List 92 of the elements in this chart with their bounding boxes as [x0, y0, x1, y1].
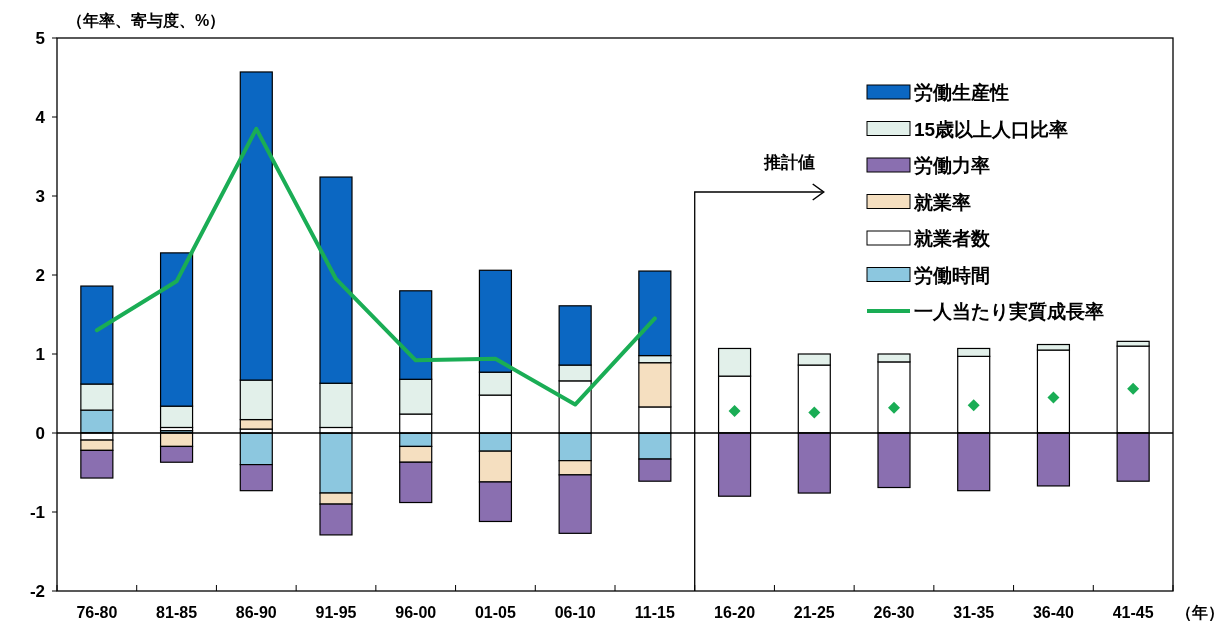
bar — [877, 432, 911, 489]
bar — [957, 355, 991, 434]
x-tick-label: 91-95 — [315, 604, 357, 621]
bar — [319, 492, 353, 505]
bar — [478, 269, 513, 373]
bar — [478, 481, 513, 523]
y-tick-label: -1 — [29, 503, 45, 522]
x-tick-label: 21-25 — [793, 604, 835, 621]
bar — [558, 474, 592, 534]
bar — [1036, 349, 1071, 434]
bar — [638, 270, 672, 357]
bar — [558, 460, 592, 476]
bar — [797, 432, 831, 494]
bar — [1116, 345, 1150, 434]
bar — [319, 503, 353, 536]
bar — [478, 450, 513, 483]
x-tick-label: 76-80 — [76, 604, 118, 621]
x-tick-label: 26-30 — [873, 604, 915, 621]
bar — [558, 364, 592, 382]
x-tick-label: 31-35 — [953, 604, 995, 621]
bar — [319, 176, 353, 384]
bar — [558, 305, 592, 366]
x-tick-label: 81-85 — [156, 604, 198, 621]
bar — [80, 383, 114, 411]
bar — [717, 375, 752, 434]
bar — [717, 347, 752, 377]
bar — [399, 445, 433, 463]
x-tick-label: 96-00 — [395, 604, 437, 621]
y-tick-label: 3 — [35, 187, 45, 206]
bar — [957, 432, 991, 492]
bar — [159, 405, 194, 429]
x-tick-label: 36-40 — [1032, 604, 1074, 621]
x-tick-label: 06-10 — [554, 604, 596, 621]
point — [808, 406, 821, 419]
legend-label: 就業率 — [913, 191, 971, 213]
bar — [1116, 432, 1150, 482]
bar — [159, 252, 194, 407]
y-tick-label: 5 — [35, 29, 45, 48]
bar — [558, 432, 592, 462]
legend-label: 一人当たり実質成長率 — [914, 301, 1104, 322]
bar — [638, 362, 672, 408]
bar — [638, 406, 672, 434]
bar — [239, 379, 273, 421]
y-axis-title: （年率、寄与度、%） — [67, 11, 226, 30]
bar — [159, 445, 194, 463]
legend-label: 労働力率 — [914, 155, 990, 176]
bar — [239, 432, 273, 466]
bar — [1036, 432, 1071, 487]
y-tick-label: 2 — [35, 266, 45, 285]
x-tick-label: 16-20 — [714, 604, 756, 621]
y-tick-label: 1 — [35, 345, 45, 364]
bar — [239, 71, 273, 381]
bar — [80, 439, 114, 451]
y-tick-label: 0 — [35, 424, 45, 443]
bar — [797, 364, 831, 434]
x-tick-label: 41-45 — [1112, 604, 1154, 621]
point — [888, 401, 900, 414]
bar — [319, 432, 353, 494]
bar — [80, 285, 114, 385]
bar — [399, 290, 433, 380]
bar — [399, 378, 433, 415]
bar — [478, 371, 513, 396]
bar — [239, 418, 273, 430]
legend-label: 就業者数 — [913, 228, 991, 249]
legend-label: 労働生産性 — [914, 82, 1009, 103]
bar — [877, 353, 911, 363]
x-tick-label: 86-90 — [235, 604, 277, 621]
legend-label: 労働時間 — [914, 264, 990, 286]
bar — [80, 449, 114, 479]
y-tick-label: 4 — [35, 108, 46, 127]
x-axis-title: （年） — [1176, 604, 1220, 622]
bar — [957, 347, 991, 357]
bar — [717, 432, 752, 497]
bar — [638, 432, 672, 460]
y-tick-label: -2 — [29, 582, 45, 601]
point — [967, 399, 980, 412]
bar — [239, 464, 273, 492]
point — [1127, 382, 1140, 395]
bar — [877, 361, 911, 434]
point — [728, 404, 741, 417]
annotation: 推計値 — [763, 153, 816, 172]
bar — [797, 353, 831, 366]
x-tick-label: 11-15 — [634, 604, 675, 621]
bar — [1116, 340, 1150, 347]
bar — [638, 458, 672, 482]
x-tick-label: 01-05 — [474, 604, 516, 621]
point — [1047, 391, 1060, 404]
legend-label: 15歳以上人口比率 — [914, 118, 1069, 140]
bar — [319, 382, 353, 429]
bar — [478, 394, 513, 434]
bar — [399, 461, 433, 504]
bar — [1036, 343, 1071, 351]
